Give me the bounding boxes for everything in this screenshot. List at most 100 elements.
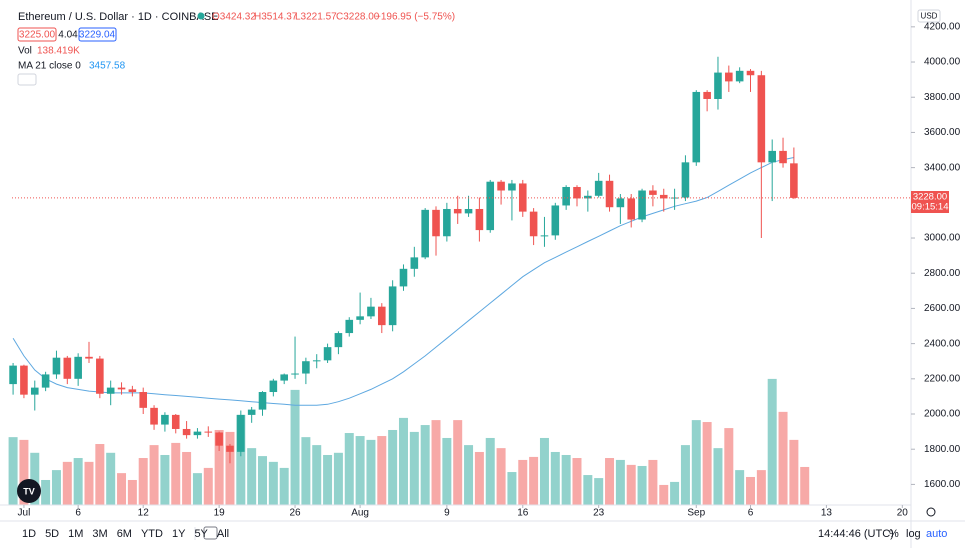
volume-bar xyxy=(355,436,365,505)
range-button[interactable]: 3M xyxy=(92,528,107,540)
volume-bar xyxy=(236,414,246,505)
volume-bar xyxy=(659,484,669,505)
candle-body xyxy=(280,374,288,381)
volume-bar xyxy=(138,458,148,505)
collapse-button[interactable] xyxy=(17,73,37,86)
symbol-title: Ethereum / U.S. Dollar · 1D · COINBASE xyxy=(18,11,219,23)
candle-body xyxy=(649,190,657,195)
volume-bar xyxy=(258,456,268,505)
toolbar: 14:44:46 (UTC) % log auto 1D 5D 1M 3M 6M YTD 1… xyxy=(22,507,947,540)
price-label-box xyxy=(911,191,949,213)
volume-bar xyxy=(279,467,289,505)
percent-toggle[interactable]: % xyxy=(889,528,899,540)
volume-bar xyxy=(626,464,636,505)
settings-button[interactable] xyxy=(926,507,936,517)
volume-bar xyxy=(767,378,777,505)
range-button[interactable]: 1Y xyxy=(172,528,186,540)
candle-body xyxy=(30,387,39,395)
candle-body xyxy=(106,387,115,394)
candle-body xyxy=(659,194,668,199)
volume-bar xyxy=(149,445,159,505)
volume-bar xyxy=(268,461,278,505)
candle-body xyxy=(312,360,321,362)
candle-body xyxy=(594,180,603,196)
vol-title: Vol xyxy=(18,46,32,57)
y-tick-label: 3600.00 xyxy=(924,127,961,138)
volume-bar xyxy=(594,478,604,505)
volume-bar xyxy=(702,422,712,505)
candle-body xyxy=(139,392,148,408)
candle-body xyxy=(171,414,180,429)
candle-body xyxy=(692,91,701,163)
ask-box[interactable] xyxy=(78,27,117,42)
volume-bar xyxy=(550,451,560,505)
x-tick-label: 13 xyxy=(821,508,833,519)
candle-body xyxy=(215,432,223,446)
range-button[interactable]: All xyxy=(217,528,229,540)
volume-bar xyxy=(409,431,419,505)
y-tick-label: 2800.00 xyxy=(924,268,961,279)
candle-body xyxy=(226,445,234,452)
y-tick-label: 2400.00 xyxy=(924,338,961,349)
volume-bar xyxy=(431,420,441,505)
volume-bar xyxy=(583,475,593,505)
candle-body xyxy=(497,181,505,191)
y-tick-label: 4000.00 xyxy=(924,57,961,68)
candle-body xyxy=(605,180,614,208)
ma-value: 3457.58 xyxy=(89,61,126,72)
candle-body xyxy=(421,209,429,258)
currency-button[interactable] xyxy=(917,9,941,23)
ohlc-low: L3221.57 xyxy=(295,12,337,23)
volume-bar xyxy=(73,458,83,505)
candle-body xyxy=(20,365,28,395)
price-label: 3228.00 xyxy=(913,192,947,203)
candle-body xyxy=(269,380,278,393)
candle-body xyxy=(443,208,451,237)
range-button[interactable]: 1M xyxy=(68,528,83,540)
volume-bar xyxy=(615,459,625,505)
candle-body xyxy=(486,181,495,231)
x-tick-label: 16 xyxy=(517,508,529,519)
volume-bar xyxy=(637,465,647,505)
volume-bar xyxy=(106,452,116,505)
bid-box[interactable] xyxy=(17,27,57,42)
candle-body xyxy=(573,186,581,199)
candle-body xyxy=(735,70,744,82)
volume-bar xyxy=(41,479,51,505)
candle-body xyxy=(768,150,776,163)
candle-body xyxy=(475,208,484,231)
range-button[interactable]: 5D xyxy=(45,528,59,540)
volume-bar xyxy=(62,461,72,505)
candle-body xyxy=(757,75,766,163)
y-tick-label: 2200.00 xyxy=(924,373,961,384)
range-button[interactable]: 1D xyxy=(22,528,36,540)
ohlc-open: O3424.32 xyxy=(212,12,256,23)
candle-body xyxy=(681,162,690,198)
date-range-button[interactable] xyxy=(203,526,218,540)
y-tick-label: 2600.00 xyxy=(924,303,961,314)
ohlc-close: C3228.00 xyxy=(336,12,380,23)
candle-body xyxy=(117,387,126,390)
candle-body xyxy=(291,373,299,375)
range-button[interactable]: 5Y xyxy=(194,528,208,540)
candle-body xyxy=(367,306,375,317)
candle-body xyxy=(410,257,419,269)
candle-body xyxy=(670,197,679,199)
candle-body xyxy=(377,306,386,326)
candle-body xyxy=(746,70,755,76)
y-tick-label: 4200.00 xyxy=(924,21,961,32)
range-button[interactable]: YTD xyxy=(141,528,163,540)
candle-body xyxy=(551,205,560,236)
candle-body xyxy=(779,150,787,164)
volume-bar xyxy=(312,445,322,505)
range-button[interactable]: 6M xyxy=(117,528,132,540)
candle-body xyxy=(638,190,646,220)
log-toggle[interactable]: log xyxy=(906,528,921,540)
candle-body xyxy=(725,72,733,82)
candle-body xyxy=(247,409,256,415)
auto-toggle[interactable]: auto xyxy=(926,528,947,540)
volume-bar xyxy=(344,433,354,505)
ask: 3229.04 xyxy=(79,30,116,41)
volume-bar xyxy=(713,448,723,505)
